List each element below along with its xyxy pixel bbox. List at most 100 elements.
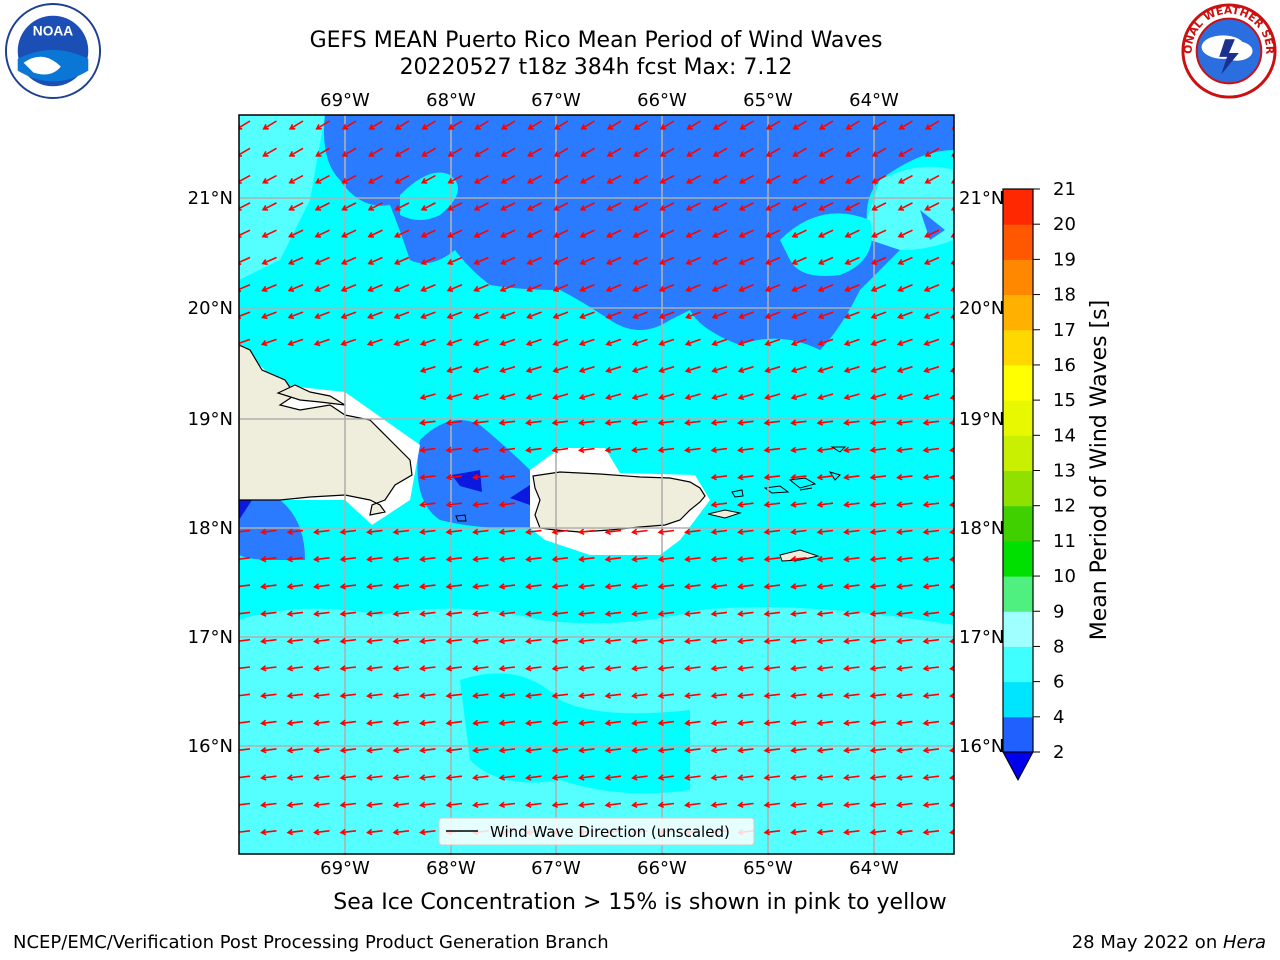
lat-label: 16°N xyxy=(188,736,233,757)
wind-wave-arrow xyxy=(287,311,304,320)
wind-wave-arrow xyxy=(763,473,781,481)
wind-wave-arrow xyxy=(657,555,675,563)
wind-wave-arrow xyxy=(552,393,569,401)
wind-wave-arrow xyxy=(845,147,860,157)
wind-wave-arrow xyxy=(526,202,542,211)
wind-wave-arrow xyxy=(658,393,675,401)
wind-wave-arrow xyxy=(896,365,913,374)
wind-wave-arrow xyxy=(472,501,489,508)
wind-wave-arrow xyxy=(763,501,781,508)
wind-wave-arrow xyxy=(288,174,304,184)
wind-wave-arrow xyxy=(604,801,622,809)
wind-wave-arrow xyxy=(604,419,622,426)
wind-wave-arrow xyxy=(286,528,304,536)
wind-wave-arrow xyxy=(845,120,860,130)
wind-wave-arrow xyxy=(817,393,834,401)
wind-wave-arrow xyxy=(419,501,436,508)
wind-wave-arrow xyxy=(339,665,357,672)
wind-wave-arrow xyxy=(790,692,807,699)
lat-label: 18°N xyxy=(959,518,1004,539)
wind-wave-arrow xyxy=(392,692,410,699)
wind-wave-arrow xyxy=(446,365,463,374)
wind-wave-arrow xyxy=(288,202,304,211)
wind-wave-arrow xyxy=(711,393,728,401)
wind-wave-arrow xyxy=(710,419,728,426)
wind-wave-arrow xyxy=(499,256,516,265)
wind-wave-arrow xyxy=(657,528,675,536)
wind-wave-arrow xyxy=(261,229,277,238)
wind-wave-arrow xyxy=(792,120,807,130)
wind-wave-arrow xyxy=(578,365,595,374)
wind-wave-arrow xyxy=(685,284,701,292)
wind-wave-arrow xyxy=(791,311,807,320)
wind-wave-arrow xyxy=(340,284,357,292)
wind-wave-arrow xyxy=(737,665,754,672)
wind-wave-arrow xyxy=(579,174,595,184)
wind-wave-arrow xyxy=(445,446,463,454)
wind-wave-arrow xyxy=(659,147,675,157)
wind-wave-arrow xyxy=(526,229,542,238)
wind-wave-arrow xyxy=(922,719,940,727)
wind-wave-arrow xyxy=(763,719,781,727)
wind-wave-arrow xyxy=(446,284,463,292)
wind-wave-arrow xyxy=(843,501,860,508)
wind-wave-arrow xyxy=(578,719,595,727)
colorbar-segment xyxy=(1003,576,1033,612)
wind-wave-arrow xyxy=(710,774,728,781)
wind-wave-arrow xyxy=(922,555,940,563)
wind-wave-arrow xyxy=(951,124,954,130)
wind-wave-arrow xyxy=(262,857,277,862)
chart-title: GEFS MEAN Puerto Rico Mean Period of Win… xyxy=(309,28,883,53)
wind-wave-arrow xyxy=(684,419,701,426)
wind-wave-arrow xyxy=(239,829,251,836)
wind-wave-arrow xyxy=(235,857,250,862)
wind-wave-arrow xyxy=(657,774,675,781)
wind-wave-arrow xyxy=(315,147,330,157)
wind-wave-arrow xyxy=(870,311,887,320)
wind-wave-arrow xyxy=(659,120,675,130)
wind-wave-arrow xyxy=(260,583,277,590)
wind-wave-arrow xyxy=(763,583,781,590)
lon-label: 64°W xyxy=(849,858,899,879)
wind-wave-arrow xyxy=(684,528,701,536)
colorbar-extend-triangle xyxy=(1002,751,1034,782)
wind-wave-arrow xyxy=(737,692,754,699)
wind-wave-arrow xyxy=(816,665,834,672)
wind-wave-arrow xyxy=(737,583,754,590)
wind-wave-arrow xyxy=(419,692,436,699)
footer-date: 28 May 2022 on Hera xyxy=(1072,932,1266,953)
wind-wave-arrow xyxy=(792,857,807,862)
wind-wave-arrow xyxy=(843,338,860,347)
wind-wave-arrow xyxy=(419,528,436,536)
wind-wave-arrow xyxy=(393,256,410,265)
wind-wave-arrow xyxy=(500,147,516,157)
wind-wave-arrow xyxy=(553,202,569,211)
colorbar-segment xyxy=(1003,681,1033,718)
wind-wave-arrow xyxy=(499,338,516,347)
graticule xyxy=(239,115,954,854)
wind-wave-arrow xyxy=(367,202,383,211)
wind-wave-arrow xyxy=(419,746,436,754)
wind-wave-arrow xyxy=(816,746,834,754)
noaa-logo-text: NOAA xyxy=(33,23,73,38)
wind-wave-arrow xyxy=(339,610,357,617)
wind-wave-arrow xyxy=(790,393,807,401)
wind-wave-arrow xyxy=(339,555,357,563)
lon-labels-bottom: 69°W 68°W 67°W 66°W 65°W 64°W xyxy=(320,858,899,879)
wind-wave-arrow xyxy=(579,256,595,265)
wind-wave-arrow xyxy=(631,801,648,809)
wind-wave-arrow xyxy=(419,446,436,454)
wind-wave-arrow xyxy=(474,147,489,157)
wind-wave-arrow xyxy=(631,637,648,645)
wind-wave-arrow xyxy=(525,419,542,426)
wind-wave-arrow xyxy=(869,801,887,809)
colorbar-tick-label: 9 xyxy=(1053,601,1064,622)
wind-wave-arrow xyxy=(710,719,728,727)
wind-wave-arrow xyxy=(420,229,436,238)
wind-wave-arrow xyxy=(739,120,754,130)
wind-wave-arrow xyxy=(924,202,940,211)
colorbar-tick-label: 12 xyxy=(1053,496,1076,517)
wind-wave-arrow xyxy=(843,446,860,454)
wind-wave-arrow xyxy=(869,774,887,781)
wind-wave-arrow xyxy=(551,583,569,590)
